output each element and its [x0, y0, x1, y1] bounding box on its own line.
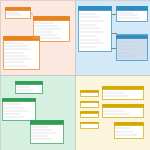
Bar — [2, 98, 34, 120]
Bar — [102, 85, 142, 99]
Bar — [114, 122, 142, 138]
Bar — [80, 122, 98, 128]
Bar — [2, 98, 34, 101]
Bar — [15, 81, 42, 93]
Bar — [80, 111, 98, 113]
Bar — [75, 75, 150, 150]
Bar — [116, 6, 147, 21]
Bar — [116, 34, 147, 38]
Bar — [33, 16, 69, 40]
Bar — [80, 100, 98, 102]
Bar — [80, 122, 98, 123]
Bar — [78, 6, 111, 10]
Bar — [80, 90, 98, 96]
Bar — [80, 90, 98, 92]
Bar — [80, 111, 98, 117]
Bar — [102, 85, 142, 89]
Bar — [3, 36, 39, 69]
Bar — [0, 75, 75, 150]
Bar — [116, 6, 147, 10]
Bar — [30, 120, 63, 124]
Bar — [4, 7, 30, 18]
Bar — [15, 81, 42, 84]
Bar — [114, 122, 142, 125]
Bar — [102, 103, 142, 107]
Bar — [4, 7, 30, 10]
Bar — [116, 34, 147, 60]
Bar — [80, 100, 98, 106]
Bar — [3, 36, 39, 40]
Bar — [75, 0, 150, 75]
Bar — [30, 120, 63, 142]
Bar — [102, 103, 142, 117]
Bar — [78, 6, 111, 51]
Bar — [0, 0, 75, 75]
Bar — [33, 16, 69, 20]
